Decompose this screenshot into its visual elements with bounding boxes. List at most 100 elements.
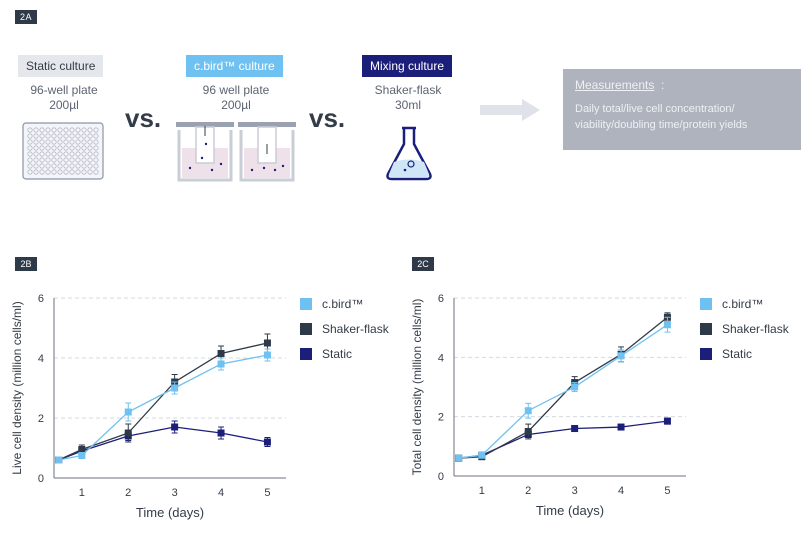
- data-point: [663, 417, 671, 425]
- well: [69, 151, 75, 157]
- x-tick-label: 4: [218, 487, 224, 499]
- panel-a-tag: 2A: [15, 10, 38, 24]
- y-tick-label: 0: [38, 473, 44, 485]
- well: [51, 163, 57, 169]
- data-point: [663, 321, 671, 329]
- well: [87, 169, 93, 175]
- well: [63, 163, 69, 169]
- well: [45, 139, 51, 145]
- well: [93, 163, 99, 169]
- well: [81, 163, 87, 169]
- static-culture-label: Static culture: [18, 55, 104, 77]
- legend-label: Static: [322, 347, 352, 361]
- well: [63, 151, 69, 157]
- well: [57, 151, 63, 157]
- well: [69, 133, 75, 139]
- well: [45, 133, 51, 139]
- well: [75, 145, 81, 151]
- legend-label: c.bird™: [722, 297, 763, 311]
- well: [39, 139, 45, 145]
- well: [93, 145, 99, 151]
- chart-tag-bg: [412, 257, 434, 271]
- well: [75, 151, 81, 157]
- well: [63, 169, 69, 175]
- legend-swatch: [300, 298, 312, 310]
- well: [69, 163, 75, 169]
- x-tick-label: 1: [79, 487, 85, 499]
- well: [87, 133, 93, 139]
- data-point: [55, 456, 63, 464]
- data-point: [617, 352, 625, 360]
- well: [27, 163, 33, 169]
- chart-tag-bg: [15, 257, 37, 271]
- well: [75, 127, 81, 133]
- data-point: [171, 384, 179, 392]
- series-line: [58, 354, 268, 461]
- data-point: [217, 360, 225, 368]
- well: [39, 127, 45, 133]
- well: [69, 169, 75, 175]
- cbird-well-icon: [176, 122, 296, 182]
- cbird-volume-text: 200µl: [221, 98, 251, 112]
- well: [93, 169, 99, 175]
- x-tick-label: 5: [264, 487, 270, 499]
- well: [39, 133, 45, 139]
- data-point: [524, 407, 532, 415]
- mixing-culture-label: Mixing culture: [362, 55, 453, 77]
- static-volume-text: 200µl: [49, 98, 79, 112]
- cbird-plate-text: 96 well plate: [202, 83, 270, 97]
- legend-swatch: [700, 298, 712, 310]
- well: [39, 169, 45, 175]
- well: [81, 127, 87, 133]
- x-tick-label: 3: [172, 487, 178, 499]
- series-line: [458, 316, 668, 459]
- legend-swatch: [300, 323, 312, 335]
- well: [27, 133, 33, 139]
- well: [45, 127, 51, 133]
- x-axis-title: Time (days): [536, 503, 604, 518]
- well: [81, 157, 87, 163]
- chart-2c: 2C 0 2 4 6 1 2 3 4 5 Time (days) Total cell density…: [410, 257, 790, 518]
- legend-label: Shaker-flask: [722, 322, 790, 336]
- well: [45, 163, 51, 169]
- legend-label: Shaker-flask: [322, 322, 390, 336]
- series-line: [58, 426, 268, 461]
- well: [63, 157, 69, 163]
- data-point: [263, 438, 271, 446]
- data-point: [217, 350, 225, 357]
- x-tick-label: 5: [664, 485, 670, 497]
- well-plate-icon: [22, 122, 104, 180]
- well: [63, 127, 69, 133]
- chart-tag: 2C: [417, 259, 429, 269]
- shaker-flask-icon: [386, 126, 432, 181]
- well: [87, 151, 93, 157]
- well: [81, 145, 87, 151]
- well: [75, 169, 81, 175]
- well: [51, 151, 57, 157]
- legend-label: Static: [722, 347, 752, 361]
- well: [45, 157, 51, 163]
- well: [75, 139, 81, 145]
- well: [69, 127, 75, 133]
- y-tick-label: 2: [38, 413, 44, 425]
- well: [51, 145, 57, 151]
- well: [69, 145, 75, 151]
- x-tick-label: 2: [125, 487, 131, 499]
- well: [69, 139, 75, 145]
- well: [81, 169, 87, 175]
- measurements-title: Measurements: [575, 78, 655, 92]
- well: [81, 133, 87, 139]
- well: [81, 151, 87, 157]
- well: [27, 157, 33, 163]
- well: [87, 157, 93, 163]
- well: [87, 145, 93, 151]
- well: [51, 169, 57, 175]
- well: [81, 139, 87, 145]
- well: [33, 163, 39, 169]
- legend-swatch: [300, 348, 312, 360]
- cbird-culture-label: c.bird™ culture: [186, 55, 283, 77]
- well: [51, 157, 57, 163]
- data-point: [524, 428, 532, 435]
- vs-text-2: vs.: [309, 103, 346, 133]
- well: [33, 157, 39, 163]
